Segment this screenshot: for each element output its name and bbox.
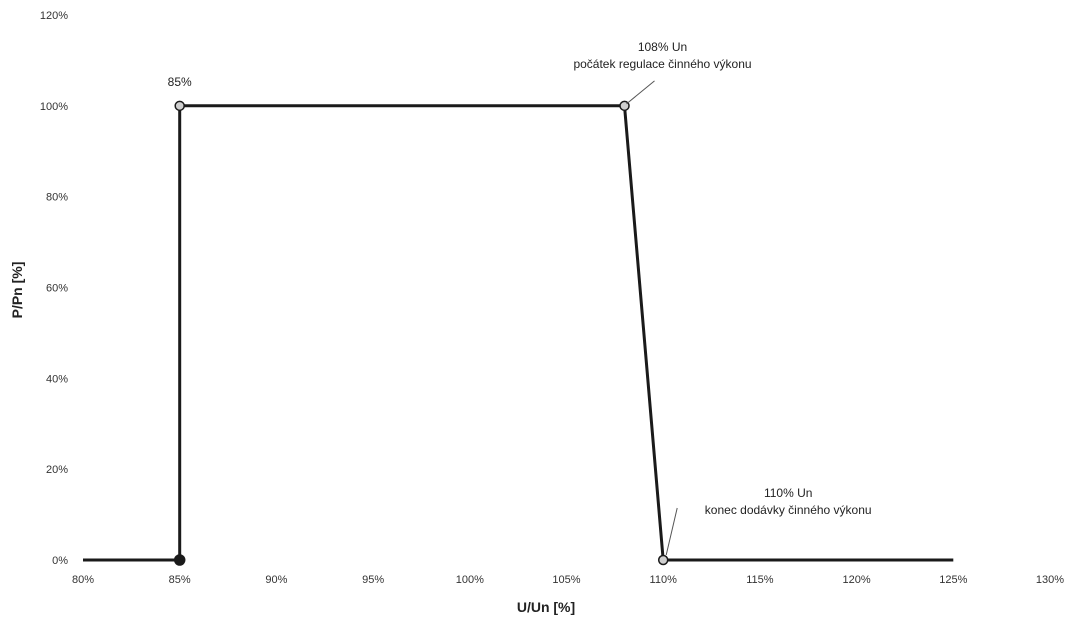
- annotation-label: počátek regulace činného výkonu: [573, 57, 751, 71]
- series-layer: [83, 104, 954, 562]
- x-tick-label: 110%: [650, 574, 678, 586]
- x-tick-label: 120%: [843, 574, 871, 586]
- x-tick-label: 100%: [456, 574, 484, 586]
- y-tick-label: 40%: [46, 373, 68, 385]
- x-tick-label: 80%: [72, 574, 94, 586]
- x-tick-label: 85%: [169, 574, 191, 586]
- x-tick-label: 105%: [552, 574, 580, 586]
- annotation-layer: 85% 108% Un počátek regulace činného výkon…: [168, 40, 872, 556]
- annotation-leader-line: [665, 507, 678, 556]
- y-tick-label: 60%: [46, 283, 68, 295]
- y-axis-title: P/Pn [%]: [9, 262, 25, 319]
- y-tick-label: 100%: [40, 101, 68, 113]
- x-tick-label: 90%: [265, 574, 287, 586]
- data-point-marker: [173, 554, 186, 566]
- x-axis-title: U/Un [%]: [517, 599, 575, 615]
- annotation-label: konec dodávky činného výkonu: [705, 503, 872, 517]
- y-tick-label: 80%: [46, 192, 68, 204]
- x-tick-label: 125%: [939, 574, 967, 586]
- annotation-leader-line: [626, 80, 655, 105]
- x-axis-ticks: 80% 85% 90% 95% 100% 105% 110% 115% 120% 125% 130%: [72, 574, 1064, 586]
- x-tick-label: 130%: [1036, 574, 1064, 586]
- annotation-label: 110% Un: [764, 486, 812, 500]
- marker-layer: [173, 100, 669, 566]
- annotation-label: 108% Un: [638, 40, 687, 54]
- data-point-marker: [657, 554, 669, 566]
- y-tick-label: 0%: [52, 555, 68, 567]
- x-tick-label: 95%: [362, 574, 384, 586]
- x-tick-label: 115%: [746, 574, 774, 586]
- y-axis-ticks: 0% 20% 40% 60% 80% 100% 120%: [40, 10, 68, 567]
- annotation-label: 85%: [168, 75, 192, 89]
- y-tick-label: 120%: [40, 10, 68, 22]
- series-line: [83, 104, 954, 562]
- y-tick-label: 20%: [46, 464, 68, 476]
- data-point-marker: [174, 100, 185, 112]
